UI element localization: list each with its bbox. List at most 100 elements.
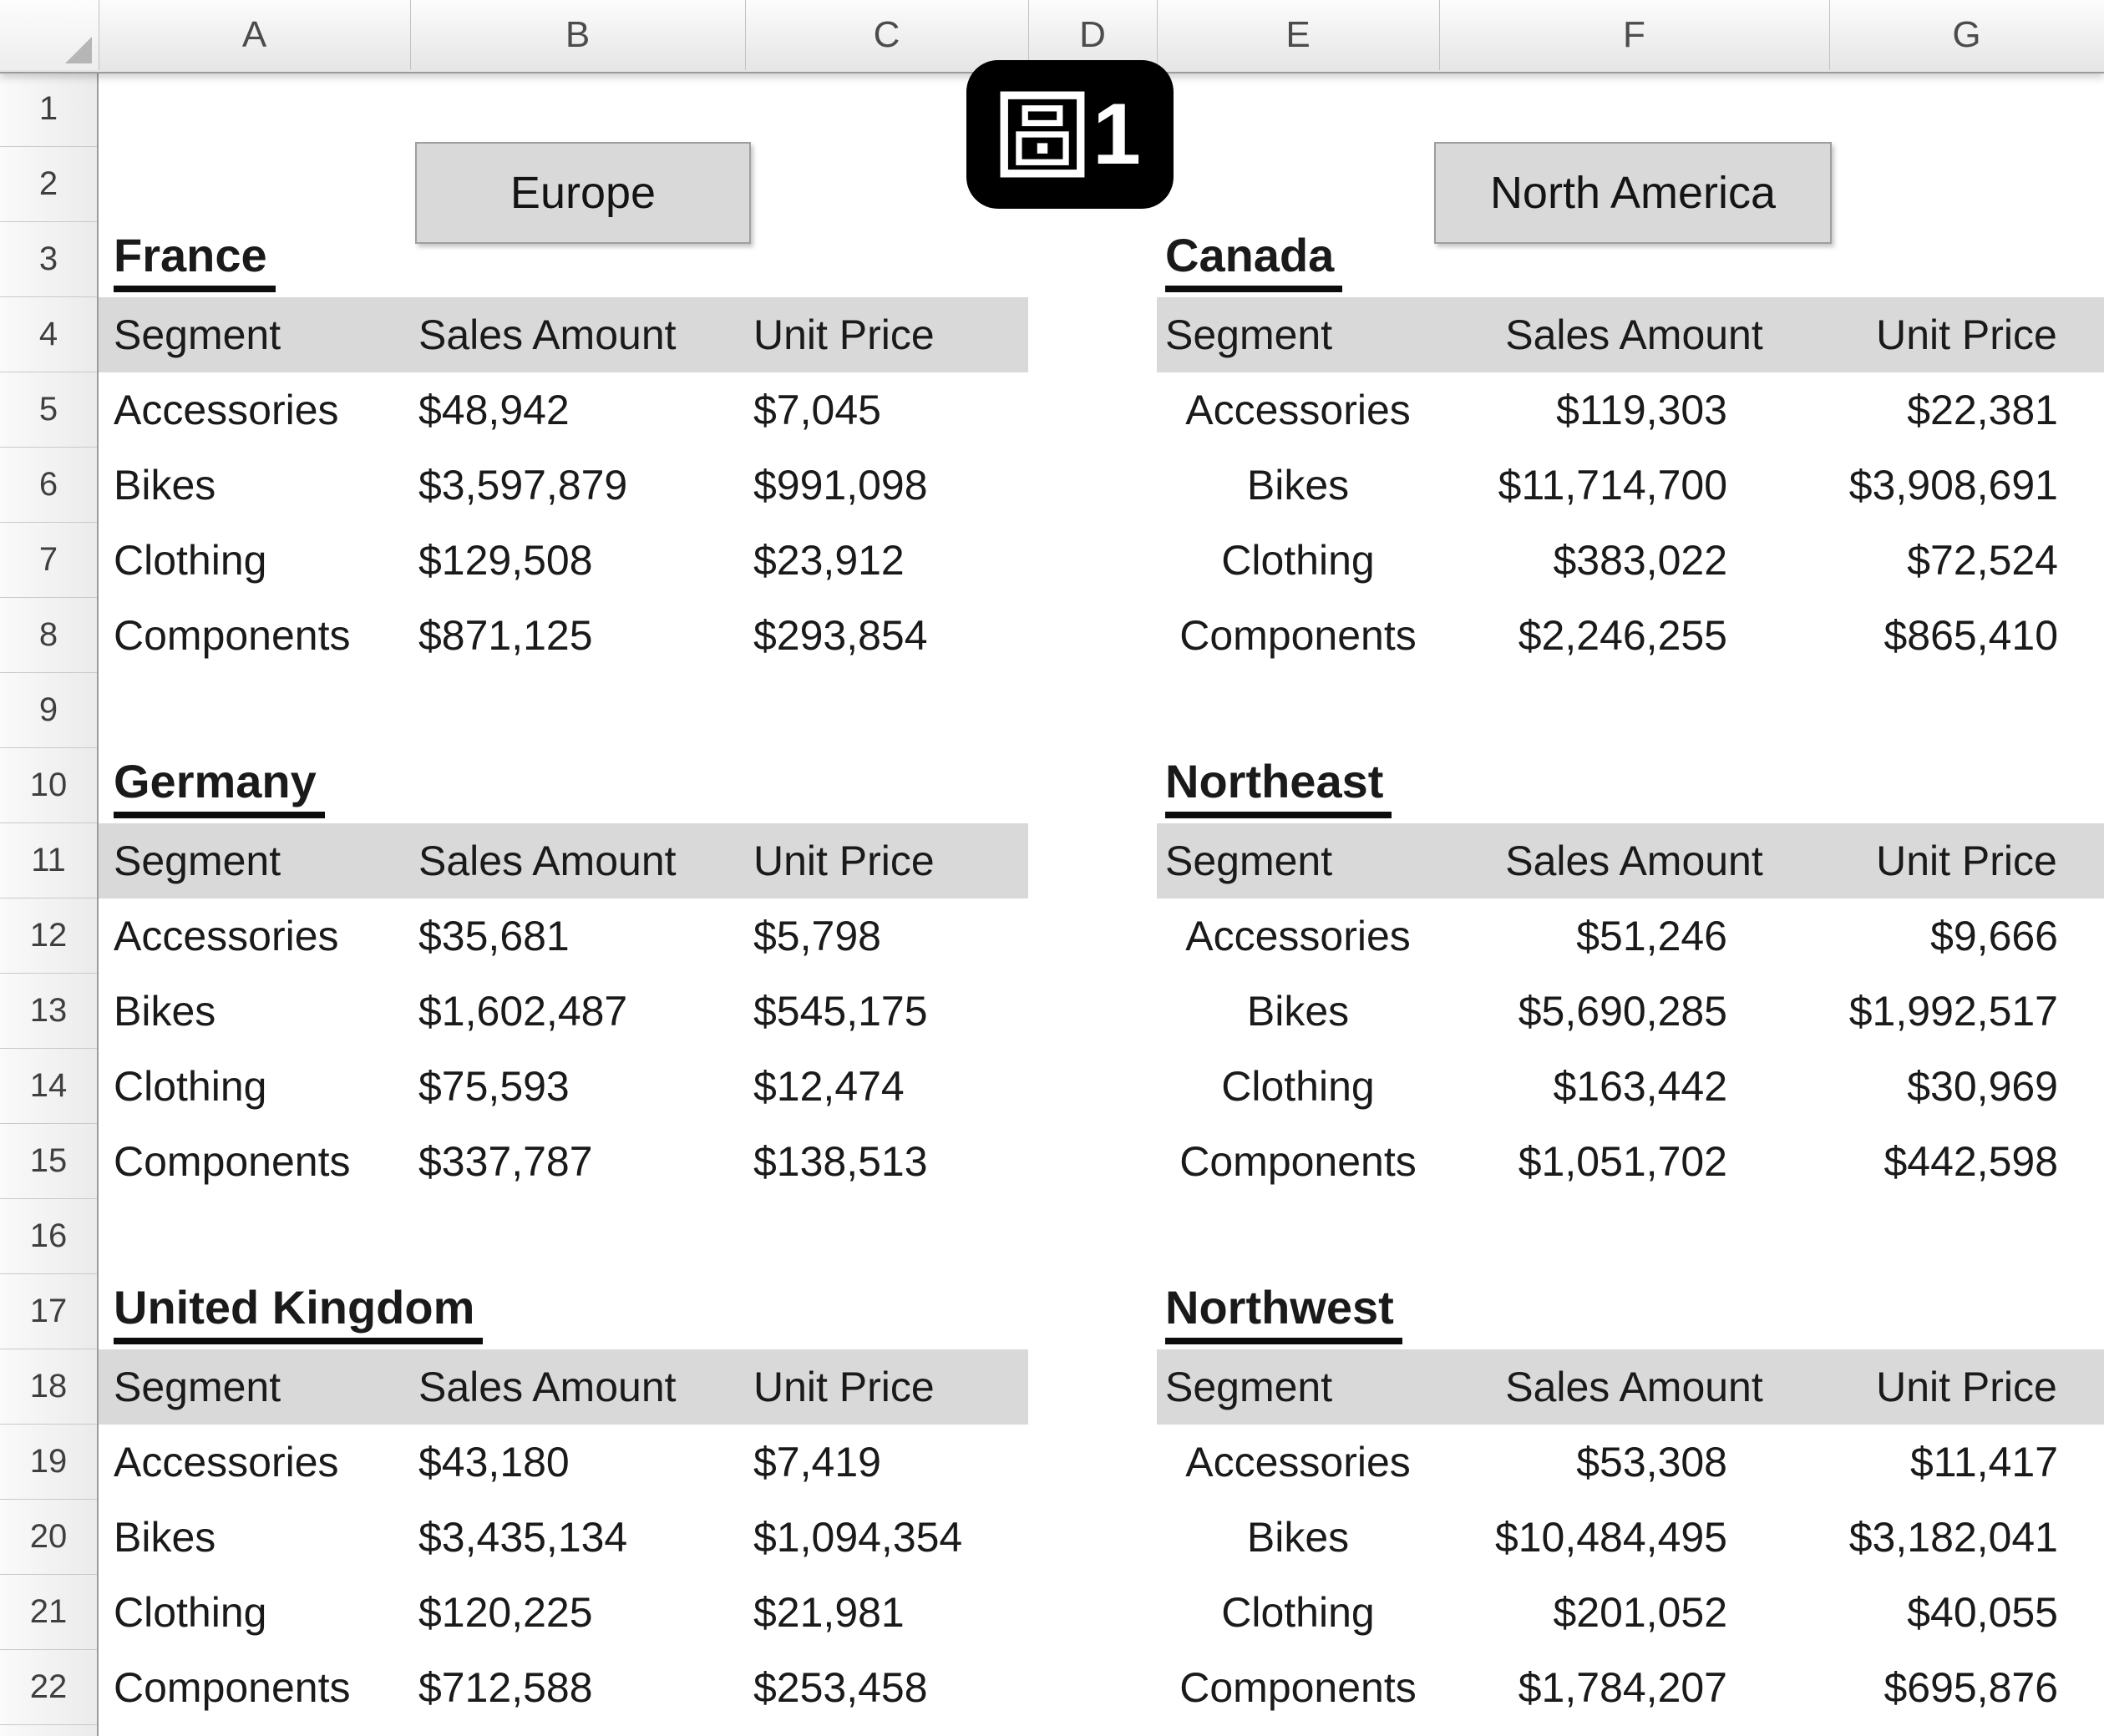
row-header[interactable]: 16 (0, 1199, 97, 1274)
row-header[interactable]: 6 (0, 448, 97, 523)
data-cell[interactable]: Bikes (1246, 462, 1350, 509)
data-cell[interactable]: Bikes (1246, 988, 1350, 1035)
header-cell-sales-amount[interactable]: Sales Amount (1439, 823, 1829, 898)
data-cell[interactable]: Components (1179, 1664, 1417, 1711)
row-header[interactable]: 11 (0, 823, 97, 898)
data-cell[interactable]: Clothing (114, 1589, 267, 1636)
data-cell[interactable]: $163,442 (1553, 1063, 1727, 1110)
data-cell[interactable]: $383,022 (1553, 537, 1727, 584)
data-cell[interactable]: $545,175 (753, 988, 928, 1035)
data-cell[interactable]: $1,094,354 (753, 1514, 963, 1561)
table-title-united-kingdom[interactable]: United Kingdom (99, 1274, 1028, 1349)
data-cell[interactable]: $129,508 (418, 537, 593, 584)
data-cell[interactable]: $48,942 (418, 387, 570, 433)
data-cell[interactable]: $120,225 (418, 1589, 593, 1636)
data-cell[interactable]: $72,524 (1907, 537, 2058, 584)
row-header[interactable]: 17 (0, 1274, 97, 1349)
header-cell-unit-price[interactable]: Unit Price (1829, 823, 2104, 898)
column-header-f[interactable]: F (1439, 0, 1830, 70)
data-cell[interactable]: $253,458 (753, 1664, 928, 1711)
column-header-c[interactable]: C (745, 0, 1029, 70)
data-cell[interactable]: Accessories (1185, 387, 1411, 433)
data-cell[interactable]: $2,246,255 (1518, 612, 1727, 659)
header-cell-segment[interactable]: Segment (99, 823, 410, 898)
header-cell-segment[interactable]: Segment (99, 297, 410, 372)
select-all-corner[interactable] (0, 0, 99, 70)
table-title-france[interactable]: France (99, 222, 1028, 297)
data-cell[interactable]: $119,303 (1556, 387, 1727, 433)
data-cell[interactable]: Accessories (1185, 1439, 1411, 1485)
header-cell-sales-amount[interactable]: Sales Amount (1439, 297, 1829, 372)
header-cell-unit-price[interactable]: Unit Price (1829, 297, 2104, 372)
data-cell[interactable]: Clothing (1221, 1063, 1375, 1110)
data-cell[interactable]: $3,597,879 (418, 462, 628, 509)
data-cell[interactable]: Accessories (114, 387, 339, 433)
north-america-region-button[interactable]: North America (1434, 142, 1832, 244)
data-cell[interactable]: $7,045 (753, 387, 881, 433)
data-cell[interactable]: $11,714,700 (1498, 462, 1727, 509)
column-header-e[interactable]: E (1157, 0, 1440, 70)
row-header[interactable]: 1 (0, 72, 97, 147)
data-cell[interactable]: $12,474 (753, 1063, 905, 1110)
row-header[interactable]: 13 (0, 974, 97, 1049)
row-header[interactable]: 22 (0, 1650, 97, 1725)
data-cell[interactable]: Components (1179, 1138, 1417, 1185)
row-header[interactable]: 3 (0, 222, 97, 297)
data-cell[interactable]: $5,690,285 (1518, 988, 1727, 1035)
header-cell-sales-amount[interactable]: Sales Amount (410, 1349, 745, 1425)
data-cell[interactable]: Clothing (114, 537, 267, 584)
column-header-a[interactable]: A (99, 0, 411, 70)
europe-region-button[interactable]: Europe (415, 142, 751, 244)
data-cell[interactable]: Components (114, 1138, 351, 1185)
data-cell[interactable]: $1,602,487 (418, 988, 628, 1035)
data-cell[interactable]: Components (1179, 612, 1417, 659)
data-cell[interactable]: $11,417 (1909, 1439, 2058, 1485)
table-title-canada[interactable]: Canada (1157, 222, 2104, 297)
data-cell[interactable]: $43,180 (418, 1439, 570, 1485)
data-cell[interactable]: $871,125 (418, 612, 593, 659)
table-title-germany[interactable]: Germany (99, 748, 1028, 823)
data-cell[interactable]: $23,912 (753, 537, 905, 584)
header-cell-segment[interactable]: Segment (99, 1349, 410, 1425)
row-header[interactable]: 18 (0, 1349, 97, 1425)
data-cell[interactable]: Accessories (114, 1439, 339, 1485)
data-cell[interactable]: $991,098 (753, 462, 928, 509)
data-cell[interactable]: $712,588 (418, 1664, 593, 1711)
row-header[interactable]: 9 (0, 673, 97, 748)
data-cell[interactable]: $21,981 (753, 1589, 905, 1636)
data-cell[interactable]: $3,908,691 (1848, 462, 2058, 509)
data-cell[interactable]: $7,419 (753, 1439, 881, 1485)
row-header[interactable]: 20 (0, 1500, 97, 1575)
data-cell[interactable]: $1,784,207 (1518, 1664, 1727, 1711)
data-cell[interactable]: $3,182,041 (1848, 1514, 2058, 1561)
header-cell-segment[interactable]: Segment (1157, 1349, 1439, 1425)
row-header[interactable]: 8 (0, 598, 97, 673)
row-header[interactable]: 14 (0, 1049, 97, 1124)
row-header[interactable]: 15 (0, 1124, 97, 1199)
table-title-northeast[interactable]: Northeast (1157, 748, 2104, 823)
header-cell-sales-amount[interactable]: Sales Amount (410, 823, 745, 898)
data-cell[interactable]: $53,308 (1576, 1439, 1727, 1485)
data-cell[interactable]: Bikes (114, 1514, 216, 1561)
data-cell[interactable]: Bikes (114, 462, 216, 509)
data-cell[interactable]: $75,593 (418, 1063, 570, 1110)
data-cell[interactable]: $3,435,134 (418, 1514, 628, 1561)
data-cell[interactable]: Clothing (1221, 1589, 1375, 1636)
data-cell[interactable]: $138,513 (753, 1138, 928, 1185)
header-cell-segment[interactable]: Segment (1157, 297, 1439, 372)
header-cell-unit-price[interactable]: Unit Price (745, 297, 1028, 372)
table-title-northwest[interactable]: Northwest (1157, 1274, 2104, 1349)
data-cell[interactable]: Components (114, 1664, 351, 1711)
data-cell[interactable]: $1,992,517 (1848, 988, 2058, 1035)
data-cell[interactable]: Accessories (114, 913, 339, 959)
row-header[interactable]: 2 (0, 147, 97, 222)
header-cell-segment[interactable]: Segment (1157, 823, 1439, 898)
data-cell[interactable]: $201,052 (1553, 1589, 1727, 1636)
data-cell[interactable]: $22,381 (1907, 387, 2058, 433)
column-header-b[interactable]: B (410, 0, 746, 70)
row-header[interactable]: 21 (0, 1575, 97, 1650)
data-cell[interactable]: $40,055 (1907, 1589, 2058, 1636)
header-cell-unit-price[interactable]: Unit Price (1829, 1349, 2104, 1425)
data-cell[interactable]: $30,969 (1907, 1063, 2058, 1110)
data-cell[interactable]: $10,484,495 (1494, 1514, 1727, 1561)
